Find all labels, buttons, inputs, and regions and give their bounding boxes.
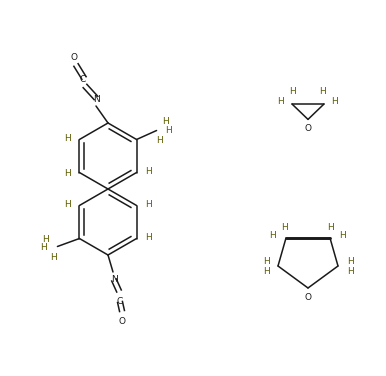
Text: H: H bbox=[278, 97, 284, 106]
Text: N: N bbox=[93, 94, 99, 103]
Text: H: H bbox=[262, 256, 269, 265]
Text: H: H bbox=[156, 136, 163, 145]
Text: H: H bbox=[145, 167, 152, 176]
Text: H: H bbox=[347, 267, 353, 276]
Text: H: H bbox=[64, 200, 71, 209]
Text: H: H bbox=[320, 88, 327, 97]
Text: H: H bbox=[64, 169, 71, 178]
Text: H: H bbox=[328, 223, 334, 232]
Text: H: H bbox=[162, 117, 169, 126]
Text: N: N bbox=[112, 274, 119, 284]
Text: H: H bbox=[340, 230, 346, 240]
Text: C: C bbox=[117, 297, 123, 305]
Text: O: O bbox=[305, 293, 312, 302]
Text: H: H bbox=[165, 126, 172, 135]
Text: O: O bbox=[305, 124, 312, 133]
Text: H: H bbox=[42, 235, 49, 244]
Text: O: O bbox=[119, 317, 125, 326]
Text: H: H bbox=[40, 243, 47, 252]
Text: H: H bbox=[64, 134, 71, 143]
Text: H: H bbox=[270, 230, 276, 240]
Text: H: H bbox=[282, 223, 288, 232]
Text: H: H bbox=[50, 253, 57, 262]
Text: H: H bbox=[332, 97, 339, 106]
Text: C: C bbox=[80, 74, 86, 83]
Text: H: H bbox=[145, 233, 152, 242]
Text: H: H bbox=[290, 88, 296, 97]
Text: H: H bbox=[347, 256, 353, 265]
Text: H: H bbox=[145, 200, 152, 209]
Text: H: H bbox=[262, 267, 269, 276]
Text: O: O bbox=[71, 53, 78, 62]
